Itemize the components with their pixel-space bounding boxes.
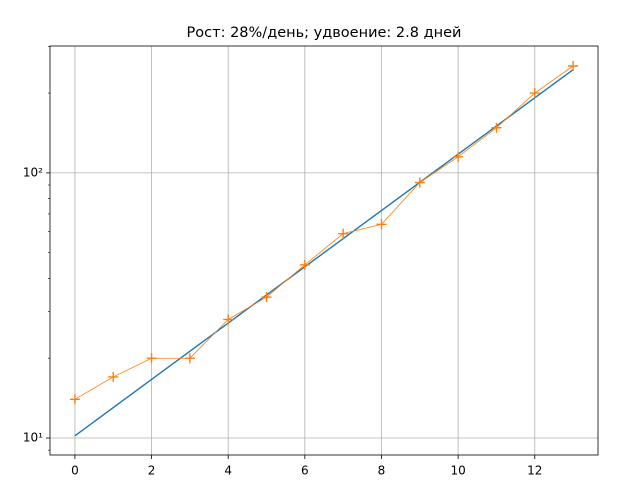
x-tick-label: 6 bbox=[301, 464, 309, 478]
data-point bbox=[299, 259, 310, 270]
data-point bbox=[69, 394, 80, 405]
y-tick-label: 10² bbox=[23, 165, 43, 179]
data-point bbox=[223, 314, 234, 325]
data-line bbox=[74, 69, 574, 437]
data-line bbox=[74, 65, 574, 400]
data-point bbox=[491, 122, 502, 133]
y-tick-label: 10¹ bbox=[23, 431, 43, 445]
data-point bbox=[338, 228, 349, 239]
chart-title: Рост: 28%/день; удвоение: 2.8 дней bbox=[187, 25, 462, 41]
data-point bbox=[568, 61, 579, 72]
data-point bbox=[529, 88, 540, 99]
plot-frame bbox=[49, 45, 599, 456]
data-point bbox=[453, 151, 464, 162]
data-point bbox=[184, 353, 195, 364]
x-tick-label: 10 bbox=[450, 464, 465, 478]
x-tick-label: 4 bbox=[224, 464, 232, 478]
data-point bbox=[261, 292, 272, 303]
x-tick-label: 0 bbox=[71, 464, 79, 478]
data-point bbox=[414, 177, 425, 188]
data-point bbox=[108, 371, 119, 382]
x-tick-label: 2 bbox=[148, 464, 156, 478]
data-point bbox=[146, 353, 157, 364]
x-tick-label: 8 bbox=[378, 464, 386, 478]
x-tick-label: 12 bbox=[527, 464, 542, 478]
data-point bbox=[376, 219, 387, 230]
